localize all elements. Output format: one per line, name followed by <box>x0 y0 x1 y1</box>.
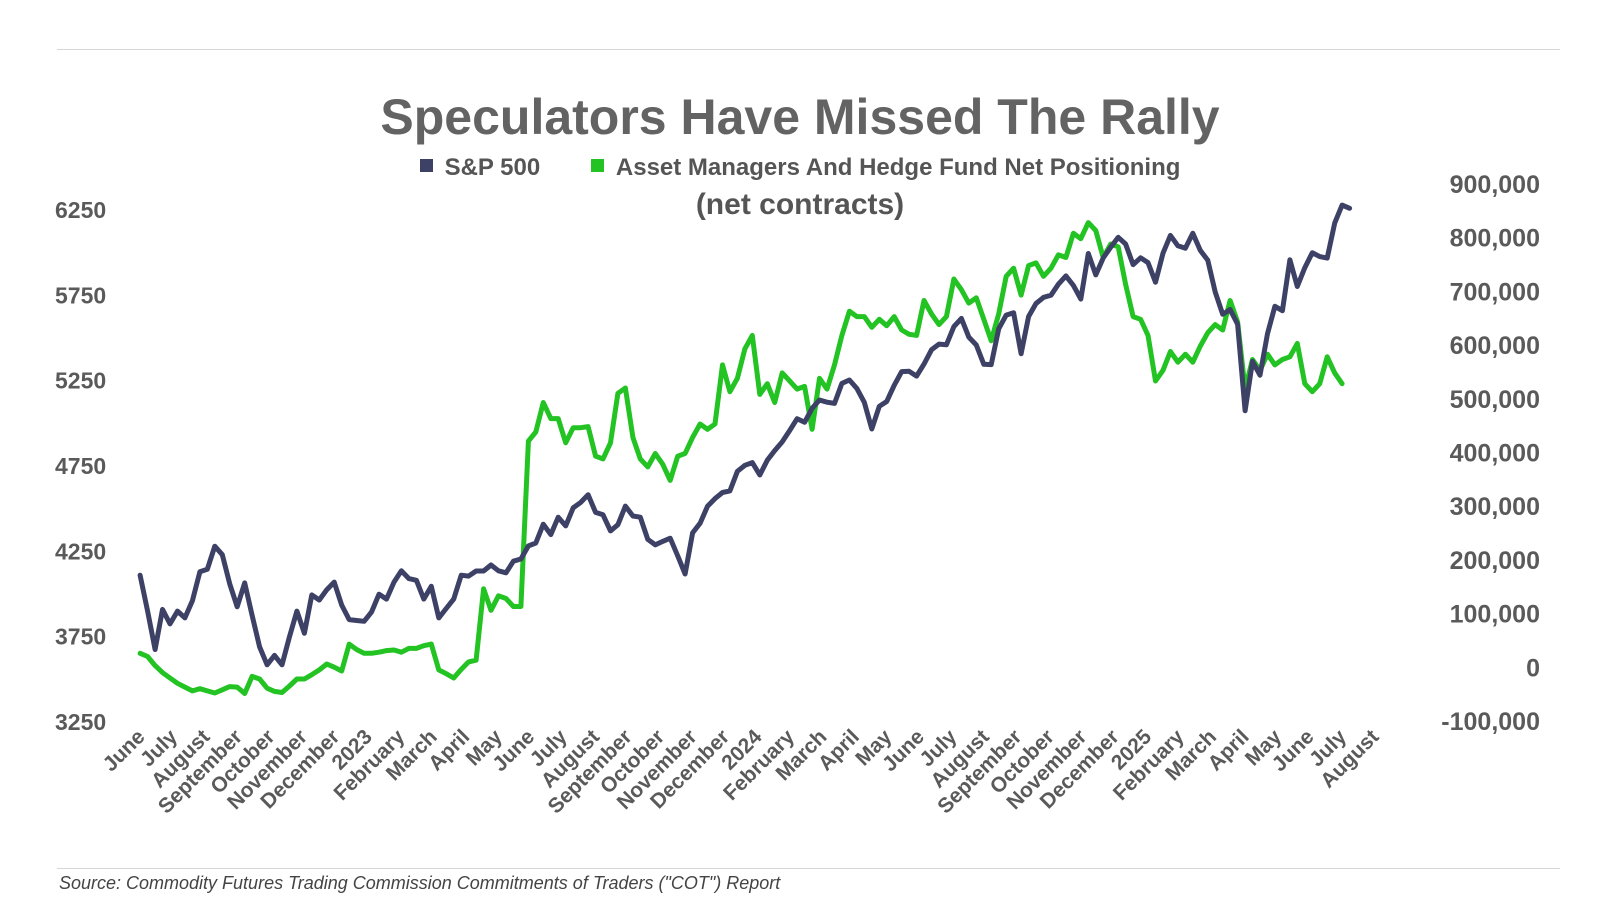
legend-item-sp500: S&P 500 <box>419 154 541 182</box>
legend-label-sp500: S&P 500 <box>444 154 541 181</box>
left-tick-label: 3250 <box>55 709 106 735</box>
bottom-divider <box>57 868 1560 869</box>
right-tick-label: -100,000 <box>1441 708 1540 736</box>
right-tick-label: 600,000 <box>1450 332 1540 360</box>
left-tick-label: 5250 <box>55 368 106 394</box>
positioning-series-line <box>137 220 1345 696</box>
right-axis: -100,000 0 100,000 200,000 300,000 400,000 500… <box>1441 171 1540 736</box>
legend-label-positioning: Asset Managers And Hedge Fund Net Positi… <box>615 154 1181 181</box>
left-tick-label: 5750 <box>55 282 106 308</box>
left-tick-label: 4250 <box>55 538 106 564</box>
left-tick-label: 6250 <box>55 197 106 223</box>
right-tick-label: 0 <box>1526 654 1540 682</box>
series-layer <box>137 202 1353 696</box>
chart-title: Speculators Have Missed The Rally <box>380 89 1220 145</box>
top-divider <box>57 49 1560 50</box>
right-tick-label: 300,000 <box>1450 493 1540 521</box>
legend-swatch-sp500 <box>419 159 433 172</box>
left-axis: 3250 3750 4250 4750 5250 5750 6250 <box>55 197 106 735</box>
right-tick-label: 900,000 <box>1450 171 1540 199</box>
x-axis: JuneJulyAugustSeptemberOctoberNovemberDe… <box>99 725 1384 818</box>
right-tick-label: 500,000 <box>1450 386 1540 414</box>
right-tick-label: 100,000 <box>1450 601 1540 629</box>
right-tick-label: 800,000 <box>1450 225 1540 253</box>
legend: S&P 500 Asset Managers And Hedge Fund Ne… <box>0 154 1600 182</box>
legend-item-positioning: Asset Managers And Hedge Fund Net Positi… <box>590 154 1181 182</box>
legend-swatch-positioning <box>590 159 604 172</box>
source-note: Source: Commodity Futures Trading Commis… <box>59 873 781 893</box>
left-tick-label: 3750 <box>55 624 106 650</box>
right-tick-label: 700,000 <box>1450 278 1540 306</box>
chart-subtitle: (net contracts) <box>695 188 905 221</box>
right-tick-label: 400,000 <box>1450 440 1540 468</box>
right-tick-label: 200,000 <box>1450 547 1540 575</box>
left-tick-label: 4750 <box>55 453 106 479</box>
sp500-series-line <box>137 202 1353 668</box>
